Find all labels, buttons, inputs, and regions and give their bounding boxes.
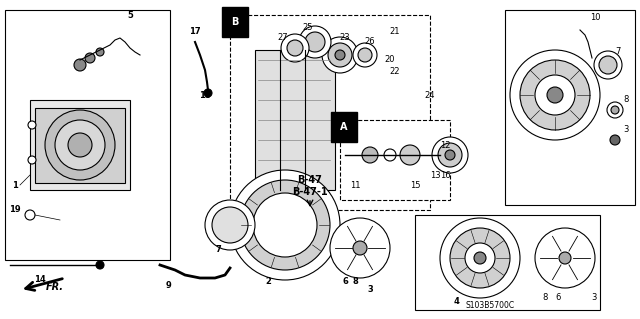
Circle shape	[353, 241, 367, 255]
Bar	[415, 215, 600, 310]
Text: 19: 19	[9, 205, 21, 214]
Circle shape	[547, 87, 563, 103]
Text: 20: 20	[385, 56, 396, 64]
Text: 6: 6	[342, 278, 348, 286]
Text: 12: 12	[440, 140, 451, 150]
Circle shape	[96, 48, 104, 56]
Circle shape	[253, 193, 317, 257]
Circle shape	[322, 37, 358, 73]
Text: 7: 7	[215, 246, 221, 255]
Text: 3: 3	[367, 286, 373, 294]
Circle shape	[281, 34, 309, 62]
Circle shape	[559, 252, 571, 264]
Text: 10: 10	[589, 13, 600, 23]
Circle shape	[305, 32, 325, 52]
Circle shape	[299, 26, 331, 58]
Circle shape	[212, 207, 248, 243]
Circle shape	[28, 156, 36, 164]
Text: FR.: FR.	[46, 282, 64, 292]
Circle shape	[85, 53, 95, 63]
Circle shape	[438, 143, 462, 167]
Text: 26: 26	[365, 38, 375, 47]
Text: 14: 14	[34, 276, 46, 285]
Circle shape	[328, 43, 352, 67]
Circle shape	[330, 218, 390, 278]
Circle shape	[474, 252, 486, 264]
Circle shape	[204, 89, 212, 97]
Bar	[5, 10, 170, 260]
Circle shape	[594, 51, 622, 79]
Text: 2: 2	[265, 278, 271, 286]
Circle shape	[445, 150, 455, 160]
Circle shape	[599, 56, 617, 74]
Text: 4: 4	[453, 298, 459, 307]
Circle shape	[432, 137, 468, 173]
Circle shape	[28, 121, 36, 129]
Circle shape	[358, 48, 372, 62]
Text: 21: 21	[390, 27, 400, 36]
Text: A: A	[340, 122, 348, 132]
Circle shape	[240, 180, 330, 270]
Text: 9: 9	[165, 280, 171, 290]
Circle shape	[96, 261, 104, 269]
Circle shape	[520, 60, 590, 130]
Circle shape	[230, 170, 340, 280]
Text: 18: 18	[199, 91, 211, 100]
Text: 23: 23	[340, 33, 350, 42]
Text: 11: 11	[349, 181, 360, 189]
Circle shape	[535, 228, 595, 288]
Text: 1: 1	[12, 181, 18, 189]
Text: 7: 7	[615, 48, 621, 56]
Text: 16: 16	[440, 170, 451, 180]
Circle shape	[465, 243, 495, 273]
Text: 24: 24	[425, 91, 435, 100]
Bar	[35, 108, 125, 183]
Text: 22: 22	[390, 68, 400, 77]
Text: 6: 6	[556, 293, 561, 302]
Circle shape	[384, 149, 396, 161]
Circle shape	[400, 145, 420, 165]
Text: 3: 3	[623, 125, 628, 135]
Text: B-47-1: B-47-1	[292, 187, 328, 197]
Circle shape	[45, 110, 115, 180]
Bar	[340, 120, 450, 200]
Text: 25: 25	[303, 24, 313, 33]
Text: 17: 17	[189, 27, 201, 36]
Bar	[30, 100, 130, 190]
Circle shape	[353, 43, 377, 67]
Text: B-47: B-47	[298, 175, 323, 185]
Text: S103B5700C: S103B5700C	[465, 300, 515, 309]
Circle shape	[335, 50, 345, 60]
Bar	[230, 15, 430, 210]
Text: 13: 13	[429, 170, 440, 180]
Circle shape	[510, 50, 600, 140]
Text: 27: 27	[278, 33, 288, 42]
Text: 8: 8	[352, 278, 358, 286]
Circle shape	[440, 218, 520, 298]
Circle shape	[68, 133, 92, 157]
Text: B: B	[231, 17, 239, 27]
Circle shape	[287, 40, 303, 56]
Circle shape	[205, 200, 255, 250]
Bar	[255, 50, 335, 190]
Circle shape	[74, 59, 86, 71]
Bar	[505, 10, 635, 205]
Circle shape	[610, 135, 620, 145]
Text: 5: 5	[127, 11, 133, 19]
Text: 15: 15	[410, 181, 420, 189]
Circle shape	[611, 106, 619, 114]
Text: 3: 3	[591, 293, 596, 302]
Circle shape	[535, 75, 575, 115]
Circle shape	[450, 228, 510, 288]
Circle shape	[25, 210, 35, 220]
Circle shape	[55, 120, 105, 170]
Circle shape	[362, 147, 378, 163]
Circle shape	[607, 102, 623, 118]
Text: 8: 8	[542, 293, 548, 302]
Text: 8: 8	[623, 95, 628, 105]
